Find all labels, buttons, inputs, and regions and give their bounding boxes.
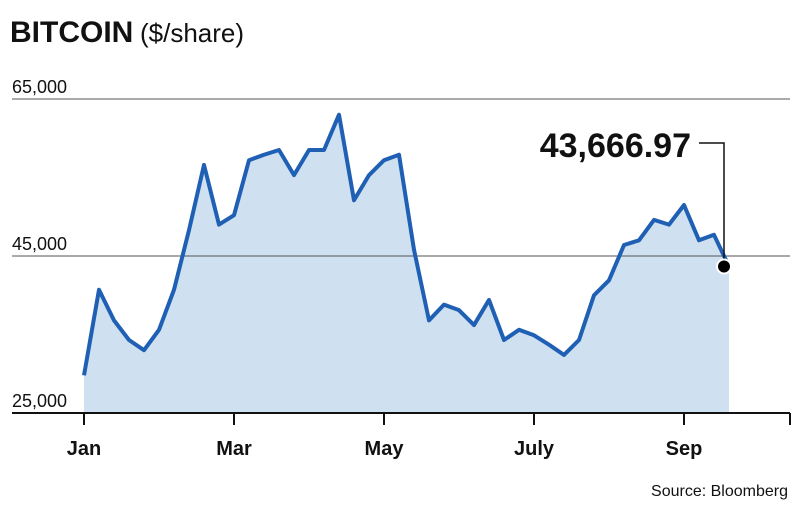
- y-tick-label: 25,000: [12, 391, 67, 411]
- leader-line: [699, 142, 725, 259]
- chart-subtitle: ($/share): [140, 18, 244, 48]
- x-tick-label: May: [365, 438, 405, 460]
- value-label: 43,666.97: [540, 127, 691, 165]
- x-tick-label: July: [514, 438, 555, 460]
- x-tick-label: Mar: [216, 438, 252, 460]
- x-tick-label: Sep: [666, 438, 703, 460]
- y-tick-label: 45,000: [12, 234, 67, 254]
- last-point: [716, 258, 732, 275]
- x-tick-label: Jan: [67, 438, 101, 460]
- y-tick-label: 65,000: [12, 77, 67, 97]
- chart-title: BITCOIN: [10, 16, 133, 49]
- line: [82, 112, 731, 376]
- area: [84, 114, 729, 413]
- source: Source: Bloomberg: [651, 483, 788, 500]
